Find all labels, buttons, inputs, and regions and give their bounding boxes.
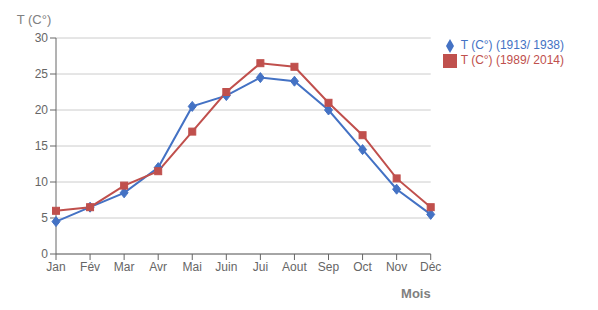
svg-text:0: 0: [41, 247, 48, 261]
svg-text:20: 20: [35, 103, 49, 117]
svg-text:5: 5: [41, 211, 48, 225]
svg-text:Jui: Jui: [253, 260, 268, 274]
svg-text:Jan: Jan: [46, 260, 65, 274]
svg-text:Fév: Fév: [80, 260, 100, 274]
svg-text:Nov: Nov: [386, 260, 407, 274]
html-text:T (C°) (1913/ 1938): T (C°) (1913/ 1938): [460, 38, 564, 52]
svg-text:Mai: Mai: [183, 260, 202, 274]
svg-text:Juin: Juin: [215, 260, 237, 274]
svg-text:Mar: Mar: [114, 260, 135, 274]
svg-text:Mois: Mois: [401, 286, 431, 301]
svg-text:Oct: Oct: [353, 260, 372, 274]
html-text:T (C°) (1989/ 2014): T (C°) (1989/ 2014): [460, 52, 564, 67]
svg-text:Sep: Sep: [318, 260, 340, 274]
svg-text:Avr: Avr: [149, 260, 167, 274]
svg-text:25: 25: [35, 67, 49, 81]
svg-text:30: 30: [35, 31, 49, 45]
svg-text:Aout: Aout: [282, 260, 307, 274]
svg-text:T (C°): T (C°): [17, 12, 52, 27]
svg-text:15: 15: [35, 139, 49, 153]
svg-text:Déc: Déc: [420, 260, 441, 274]
svg-text:10: 10: [35, 175, 49, 189]
